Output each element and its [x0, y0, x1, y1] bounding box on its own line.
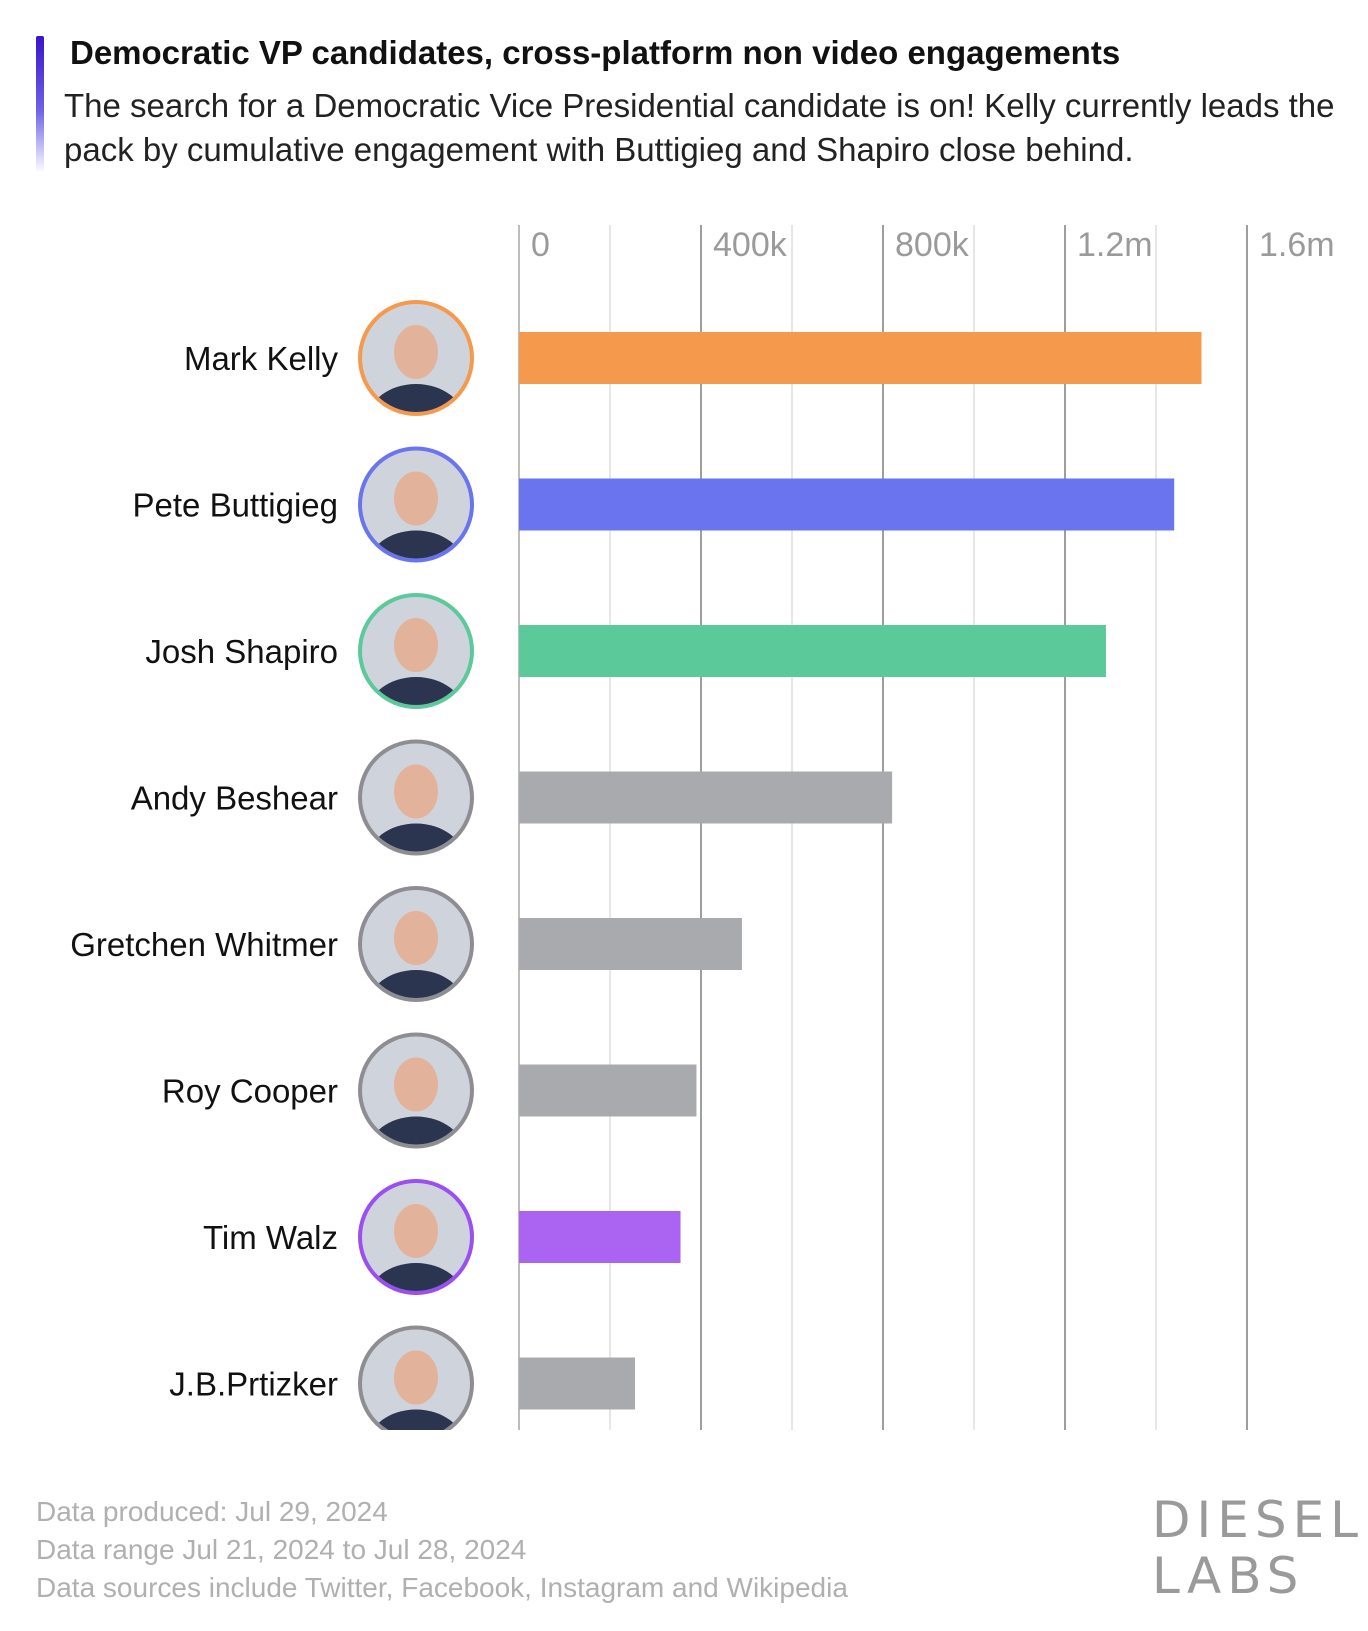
logo-line-2: LABS [1152, 1547, 1305, 1605]
bar-pete-buttigieg [519, 478, 1175, 531]
tick-label-4: 1.6m [1259, 226, 1335, 264]
avatar-portrait-roy-cooper [368, 1057, 464, 1145]
avatar-shoulders-gretchen-whitmer [368, 970, 464, 998]
avatar-shoulders-andy-beshear [368, 823, 464, 852]
bar-gretchen-whitmer [519, 918, 742, 970]
chart-title: Democratic VP candidates, cross-platform… [70, 34, 1121, 71]
footer-produced: Data produced: Jul 29, 2024 [36, 1496, 388, 1527]
avatar-shoulders-pete-buttigieg [368, 530, 464, 559]
category-label-gretchen-whitmer: Gretchen Whitmer [70, 926, 338, 963]
avatar-head-andy-beshear [394, 764, 438, 819]
title-accent-bar [36, 36, 44, 171]
category-label-andy-beshear: Andy Beshear [131, 780, 338, 817]
bar-chart: 0 400k 800k 1.2m 1.6m Mark Kelly Pete Buttigie… [70, 225, 1335, 1430]
bar-roy-cooper [519, 1064, 697, 1117]
category-label-josh-shapiro: Josh Shapiro [145, 633, 338, 670]
avatar-portrait-pete-buttigieg [368, 471, 464, 559]
category-label-j-b-prtizker: J.B.Prtizker [169, 1366, 338, 1403]
bar-josh-shapiro [519, 625, 1106, 677]
avatar-shoulders-tim-walz [368, 1263, 464, 1291]
chart-subtitle: The search for a Democratic Vice Preside… [64, 87, 1335, 168]
avatar-head-josh-shapiro [394, 618, 438, 672]
avatar-head-j-b-prtizker [394, 1350, 438, 1405]
bar-andy-beshear [519, 771, 893, 824]
footer-sources: Data sources include Twitter, Facebook, … [36, 1572, 848, 1603]
avatar-portrait-andy-beshear [368, 764, 464, 852]
diesel-labs-logo: DIESEL LABS [1152, 1492, 1364, 1604]
bar-j-b-prtizker [519, 1357, 636, 1410]
tick-label-2: 800k [895, 226, 970, 264]
category-label-tim-walz: Tim Walz [203, 1219, 338, 1256]
avatar-shoulders-mark-kelly [368, 384, 464, 412]
avatar-portrait-j-b-prtizker [368, 1350, 464, 1430]
avatar-head-mark-kelly [394, 325, 438, 379]
avatar-shoulders-josh-shapiro [368, 677, 464, 705]
avatar-head-tim-walz [394, 1204, 438, 1258]
avatar-portrait-tim-walz [368, 1204, 464, 1291]
avatar-portrait-mark-kelly [368, 325, 464, 412]
avatar-portrait-gretchen-whitmer [368, 911, 464, 998]
bar-tim-walz [519, 1211, 681, 1263]
tick-label-1: 400k [713, 226, 788, 264]
tick-label-3: 1.2m [1077, 226, 1153, 264]
category-label-mark-kelly: Mark Kelly [184, 340, 339, 377]
footer-range: Data range Jul 21, 2024 to Jul 28, 2024 [36, 1534, 527, 1565]
logo-line-1: DIESEL [1152, 1491, 1365, 1549]
category-label-roy-cooper: Roy Cooper [162, 1073, 338, 1110]
avatar-head-gretchen-whitmer [394, 911, 438, 965]
bar-mark-kelly [519, 332, 1202, 384]
category-label-pete-buttigieg: Pete Buttigieg [133, 487, 338, 524]
avatar-portrait-josh-shapiro [368, 618, 464, 705]
avatar-head-roy-cooper [394, 1057, 438, 1112]
tick-label-0: 0 [531, 226, 550, 264]
avatar-head-pete-buttigieg [394, 471, 438, 526]
avatar-shoulders-j-b-prtizker [368, 1409, 464, 1430]
avatar-shoulders-roy-cooper [368, 1116, 464, 1145]
